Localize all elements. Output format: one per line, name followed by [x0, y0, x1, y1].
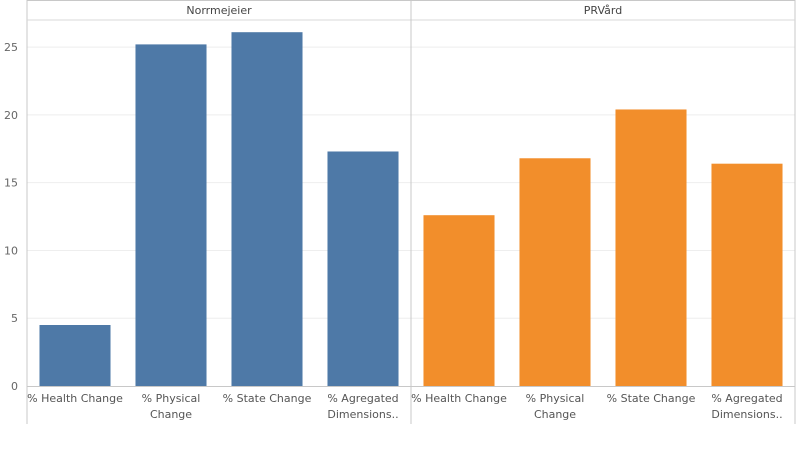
y-tick-label: 25: [4, 41, 18, 54]
x-tick-label-line: Change: [150, 408, 192, 421]
bars: [39, 32, 783, 387]
x-tick-label-line: % State Change: [223, 392, 312, 405]
bar: [231, 32, 303, 386]
y-tick-label: 10: [4, 244, 18, 257]
x-tick-label-line: % Agregated: [711, 392, 782, 405]
x-tick-label-line: % Health Change: [27, 392, 123, 405]
axes: [26, 0, 796, 424]
y-tick-label: 15: [4, 177, 18, 190]
bar: [615, 109, 687, 386]
bar: [39, 325, 111, 386]
bar: [423, 215, 495, 386]
x-tick-label-line: % Physical: [142, 392, 201, 405]
bar: [519, 158, 591, 386]
x-tick-label: % Physical Change: [526, 392, 585, 421]
x-tick-label-line: % Agregated: [327, 392, 398, 405]
y-tick-label: 20: [4, 109, 18, 122]
bar: [711, 163, 783, 386]
x-tick-label-line: Dimensions..: [327, 408, 398, 421]
x-tick-label: % Agregated Dimensions..: [327, 392, 398, 421]
x-tick-label-line: Change: [534, 408, 576, 421]
x-tick-label: % Health Change: [27, 392, 123, 405]
x-tick-label: % Agregated Dimensions..: [711, 392, 782, 421]
x-tick-label: % Physical Change: [142, 392, 201, 421]
x-tick-label-line: Dimensions..: [711, 408, 782, 421]
bar: [135, 44, 207, 387]
x-tick-label: % Health Change: [411, 392, 507, 405]
labels: 0 5 10 15 20 25 Norrmejeier % Health Change % Ph…: [4, 4, 783, 421]
x-tick-label-line: % Physical: [526, 392, 585, 405]
panel-header: Norrmejeier: [186, 4, 252, 17]
y-tick-label: 5: [11, 312, 18, 325]
y-tick-label: 0: [11, 380, 18, 393]
x-tick-label: % State Change: [607, 392, 696, 405]
panel-header: PRVård: [584, 4, 622, 17]
x-tick-label-line: % State Change: [607, 392, 696, 405]
x-tick-label: % State Change: [223, 392, 312, 405]
bar: [327, 151, 399, 386]
x-tick-label-line: % Health Change: [411, 392, 507, 405]
